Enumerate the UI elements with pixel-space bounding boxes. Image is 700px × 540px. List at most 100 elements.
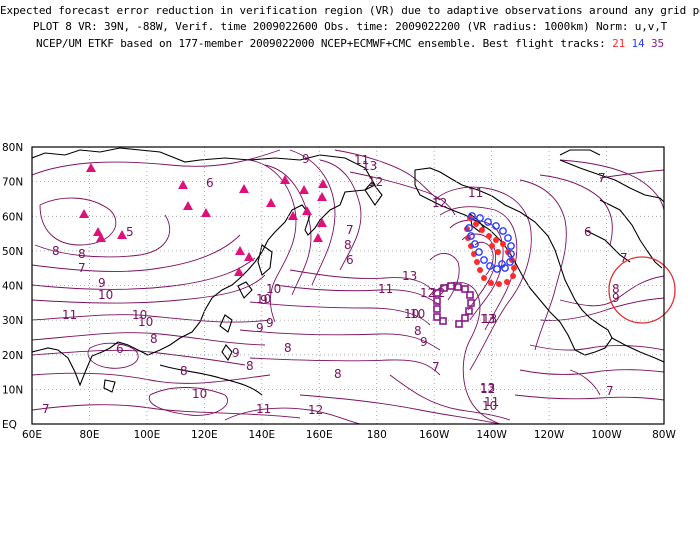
contour-value-label: 7 <box>432 360 440 374</box>
lon-tick-label: 160E <box>306 429 333 441</box>
contour-value-label: 8 <box>414 324 422 338</box>
triangle-marker <box>86 163 96 172</box>
contour-value-label: 11 <box>378 282 393 296</box>
observation-triangles <box>79 163 328 276</box>
title-line-3-text: NCEP/UM ETKF based on 177-member 2009022… <box>36 37 613 50</box>
contour-value-label: 10 <box>192 387 207 401</box>
lon-tick-label: 120W <box>534 429 565 441</box>
lat-tick-label: 40N <box>2 281 23 293</box>
contour-value-label: 8 <box>284 341 292 355</box>
lat-tick-label: 50N <box>2 246 23 258</box>
triangle-marker <box>79 209 89 218</box>
title-line-1: Expected forecast error reduction in ver… <box>0 4 700 17</box>
contour-value-label: 12 <box>420 286 435 300</box>
contour-value-label: 10 <box>410 307 425 321</box>
triangle-marker <box>317 218 327 227</box>
lon-tick-label: 80E <box>79 429 99 441</box>
title-line-3: NCEP/UM ETKF based on 177-member 2009022… <box>0 37 700 50</box>
lat-tick-label: 70N <box>2 177 23 189</box>
contour-value-label: 5 <box>126 225 134 239</box>
contour-value-label: 7 <box>78 261 86 275</box>
lon-tick-label: 160W <box>419 429 450 441</box>
contour-value-label: 12 <box>368 175 383 189</box>
contour-value-label: 10 <box>482 399 497 413</box>
triangle-marker <box>302 206 312 215</box>
contour-value-label: 9 <box>266 316 274 330</box>
contour-value-label: 10 <box>256 292 271 306</box>
triangle-marker <box>234 267 244 276</box>
track-21-label: 21 <box>612 37 626 50</box>
contour-value-label: 13 <box>362 159 377 173</box>
contour-value-label: 7 <box>598 171 606 185</box>
contour-value-label: 11 <box>256 402 271 416</box>
track-35-label: 35 <box>650 37 664 50</box>
contour-value-label: 6 <box>206 176 214 190</box>
contour-value-label: 7 <box>606 384 614 398</box>
flight-track-14 <box>465 212 515 273</box>
contour-value-label: 6 <box>584 225 592 239</box>
triangle-marker <box>178 180 188 189</box>
contour-lines <box>32 149 664 424</box>
contour-value-label: 11 <box>354 153 369 167</box>
contour-value-label: 7 <box>42 402 50 416</box>
contour-value-label: 13 <box>402 269 417 283</box>
contour-value-label: 8 <box>78 247 86 261</box>
contour-value-label: 6 <box>346 253 354 267</box>
lat-tick-label: 20N <box>2 350 23 362</box>
flight-track-35 <box>433 282 475 328</box>
contour-value-label: 8 <box>612 282 620 296</box>
contour-value-label: 6 <box>116 342 124 356</box>
grid-lines <box>32 147 664 424</box>
triangle-marker <box>288 211 298 220</box>
triangle-marker <box>299 185 309 194</box>
lat-tick-label: 30N <box>2 315 23 327</box>
contour-value-label: 12 <box>480 382 495 396</box>
map-frame <box>31 146 665 425</box>
title-line-2: PLOT 8 VR: 39N, -88W, Verif. time 200902… <box>32 20 668 33</box>
triangle-marker <box>93 227 103 236</box>
triangle-marker <box>280 175 290 184</box>
contour-value-label: 8 <box>150 332 158 346</box>
contour-value-label: 13 <box>480 381 495 395</box>
lon-tick-label: 80W <box>652 429 676 441</box>
contour-value-label: 10 <box>138 315 153 329</box>
contour-value-label: 9 <box>232 346 240 360</box>
triangle-marker <box>96 233 106 242</box>
lon-tick-label: 100E <box>134 429 161 441</box>
lat-tick-label: 10N <box>2 384 23 396</box>
contour-value-label: 9 <box>302 152 310 166</box>
contour-value-label: 8 <box>180 364 188 378</box>
verification-region-circle <box>608 256 676 324</box>
triangle-marker <box>266 198 276 207</box>
contour-value-label: 9 <box>420 335 428 349</box>
contour-value-label: 8 <box>334 367 342 381</box>
contour-value-label: 10 <box>266 282 281 296</box>
contour-value-label: 11 <box>62 308 77 322</box>
lon-tick-label: 60E <box>22 429 42 441</box>
triangle-marker <box>318 179 328 188</box>
contour-value-label: 11 <box>484 395 499 409</box>
triangle-marker <box>117 230 127 239</box>
lat-tick-label: 60N <box>2 211 23 223</box>
contour-value-label: 11 <box>468 186 483 200</box>
triangle-marker <box>235 246 245 255</box>
triangle-marker <box>317 192 327 201</box>
contour-value-label: 10 <box>132 308 147 322</box>
lon-tick-label: 180 <box>367 429 387 441</box>
lat-tick-label: EQ <box>2 419 17 431</box>
contour-value-label: 9 <box>612 291 620 305</box>
contour-value-label: 12 <box>308 403 323 417</box>
lon-tick-label: 100W <box>591 429 622 441</box>
contour-value-label: 10 <box>404 307 419 321</box>
track-14-label: 14 <box>631 37 645 50</box>
triangle-marker <box>244 252 254 261</box>
contour-value-label: 13 <box>482 312 497 326</box>
contour-value-label: 12 <box>432 196 447 210</box>
contour-value-label: 8 <box>246 359 254 373</box>
contour-value-label: 8 <box>52 244 60 258</box>
contour-value-label: 7 <box>620 251 628 265</box>
triangle-marker <box>183 201 193 210</box>
contour-value-label: 10 <box>98 288 113 302</box>
